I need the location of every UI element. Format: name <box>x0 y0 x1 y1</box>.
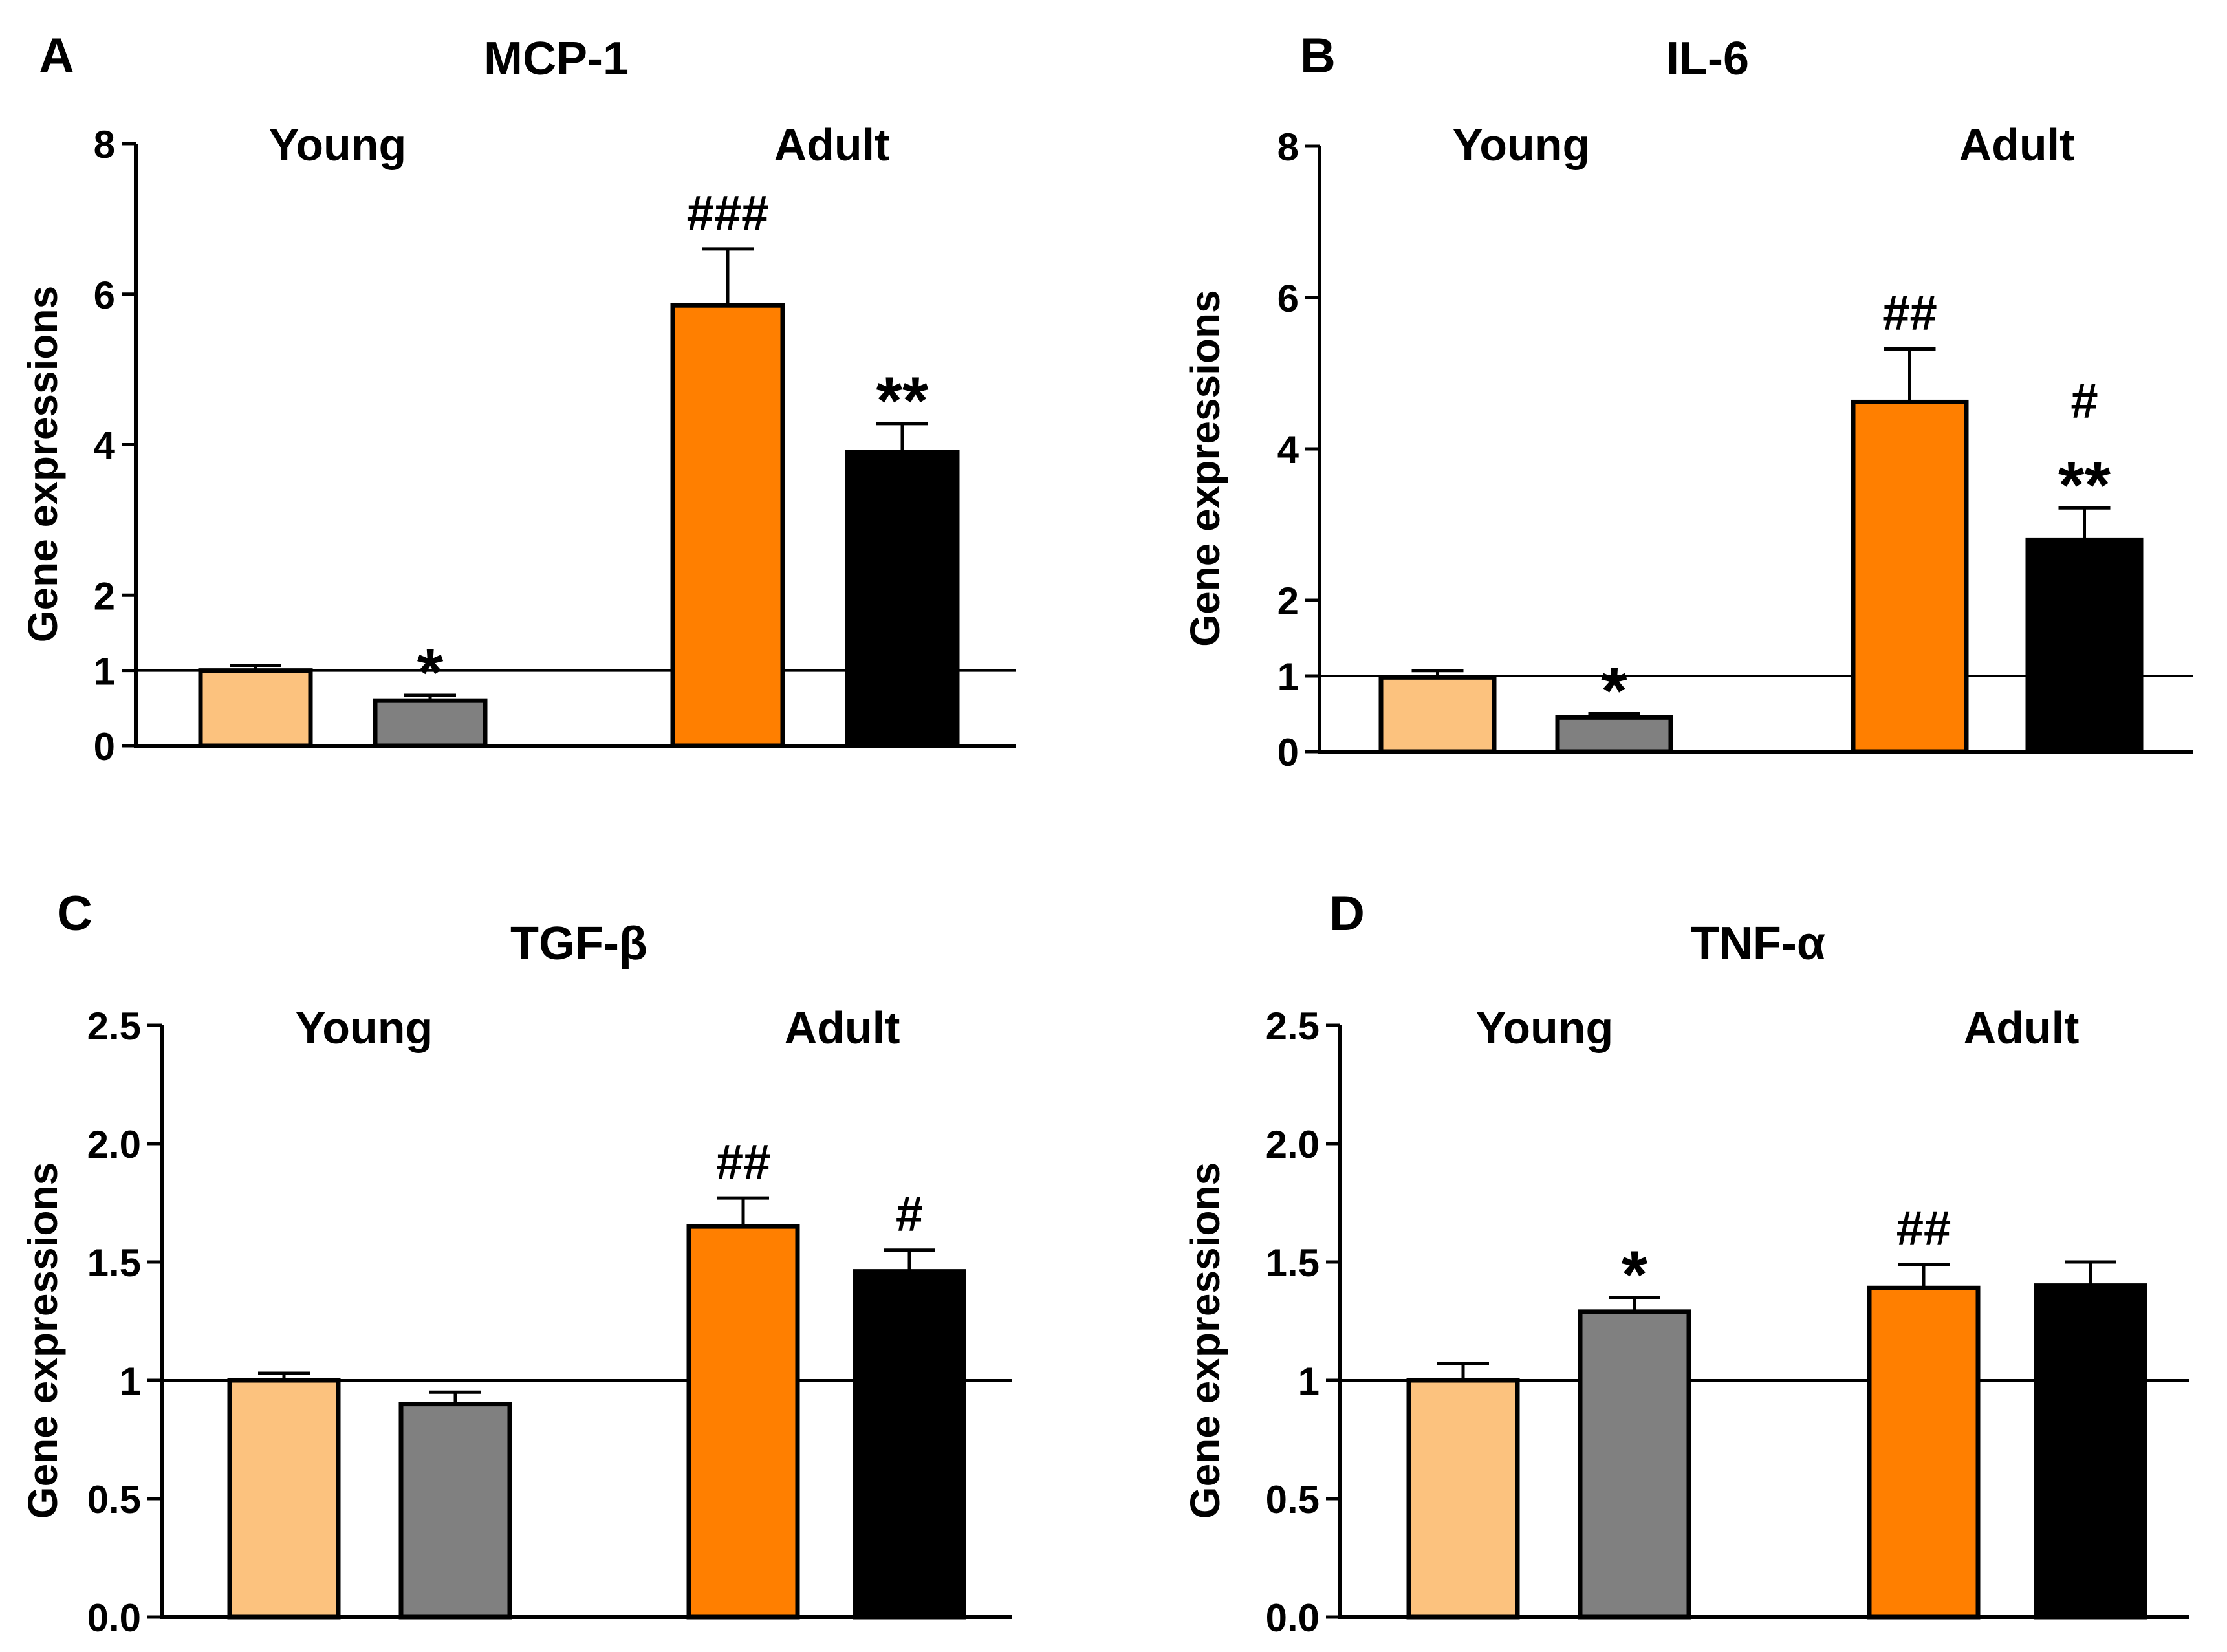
chart-panel-d: D TNF-α Gene expressions 0.0 0.5 1 1.5 2.0 2.5 Yo… <box>1182 886 2189 1640</box>
y-tick-label: 2.5 <box>87 1005 141 1048</box>
chart-title: TGF-β <box>510 918 647 970</box>
y-tick-label: 4 <box>94 424 116 468</box>
y-axis-label: Gene expressions <box>19 286 66 642</box>
bar-adult-treated <box>2034 1283 2147 1620</box>
y-tick-label: 6 <box>1277 277 1299 320</box>
chart-title: MCP-1 <box>484 33 629 85</box>
significance-label: ** <box>2058 448 2111 523</box>
bar-young-control <box>227 1378 341 1620</box>
bar-adult-control <box>686 1224 800 1620</box>
y-tick-label: 1 <box>94 650 115 693</box>
y-tick-label: 1 <box>120 1360 141 1403</box>
y-tick-label: 0.0 <box>87 1596 141 1640</box>
y-tick-label: 2.0 <box>1266 1123 1320 1166</box>
bar-adult-treated <box>845 450 960 748</box>
panel-letter: A <box>39 28 74 83</box>
y-tick-label: 8 <box>94 123 115 166</box>
bar-young-control <box>198 668 313 748</box>
group-label: Young <box>1476 1003 1614 1053</box>
y-tick-label: 2 <box>94 574 115 618</box>
chart-panel-c: C TGF-β Gene expressions 0.0 0.5 1 1.5 2.0 2.5 Yo… <box>19 886 1012 1640</box>
significance-label: ### <box>687 186 769 241</box>
y-tick-label: 0 <box>1277 731 1299 774</box>
significance-label: # <box>896 1187 923 1242</box>
y-axis-label: Gene expressions <box>1182 290 1228 646</box>
significance-label: ## <box>1882 286 1937 341</box>
group-label: Young <box>296 1003 433 1053</box>
group-label: Adult <box>785 1003 900 1053</box>
bar-young-control <box>1406 1378 1520 1620</box>
y-tick-label: 1.5 <box>1266 1241 1320 1285</box>
group-label: Adult <box>1959 120 2075 170</box>
bar-adult-control <box>1851 399 1969 754</box>
panel-letter: B <box>1300 28 1336 83</box>
bar-adult-control <box>1867 1285 1981 1620</box>
y-tick-label: 8 <box>1277 125 1299 169</box>
significance-label: * <box>1601 654 1627 729</box>
panel-letter: C <box>57 886 92 941</box>
group-label: Young <box>1453 120 1591 170</box>
y-tick-label: 4 <box>1277 428 1299 472</box>
y-tick-label: 0.5 <box>1266 1478 1320 1521</box>
significance-label: # <box>2070 373 2098 428</box>
y-axis-label: Gene expressions <box>19 1162 66 1519</box>
panel-letter: D <box>1329 886 1365 941</box>
significance-label: * <box>1622 1237 1648 1312</box>
chart-title: TNF-α <box>1691 918 1825 970</box>
y-tick-label: 1 <box>1277 655 1299 699</box>
bar-young-treated <box>398 1402 512 1620</box>
chart-title: IL-6 <box>1666 33 1749 85</box>
y-tick-label: 6 <box>94 274 115 317</box>
y-tick-label: 2.0 <box>87 1123 141 1166</box>
significance-label: ## <box>1896 1201 1951 1256</box>
group-label: Adult <box>774 120 890 170</box>
bar-young-treated <box>373 698 488 748</box>
y-tick-label: 2.5 <box>1266 1005 1320 1048</box>
bar-adult-treated <box>2025 537 2144 754</box>
bar-young-treated <box>1578 1309 1691 1620</box>
y-tick-label: 0.5 <box>87 1478 141 1521</box>
significance-label: ## <box>716 1135 771 1190</box>
significance-label: * <box>417 635 444 710</box>
y-axis-label: Gene expressions <box>1182 1162 1228 1519</box>
bar-adult-control <box>670 303 785 748</box>
y-tick-label: 2 <box>1277 580 1299 623</box>
bar-adult-treated <box>853 1269 966 1620</box>
significance-label: ** <box>876 364 929 439</box>
group-label: Young <box>269 120 407 170</box>
y-tick-label: 0 <box>94 725 115 768</box>
bar-young-treated <box>1555 715 1673 754</box>
y-tick-label: 0.0 <box>1266 1596 1320 1640</box>
group-label: Adult <box>1964 1003 2080 1053</box>
y-tick-label: 1 <box>1298 1360 1320 1403</box>
y-tick-label: 1.5 <box>87 1241 141 1285</box>
chart-panel-a: A MCP-1 Gene expressions 0 1 2 4 6 8 Young Adult * #… <box>19 28 1016 768</box>
bar-young-control <box>1378 675 1497 754</box>
